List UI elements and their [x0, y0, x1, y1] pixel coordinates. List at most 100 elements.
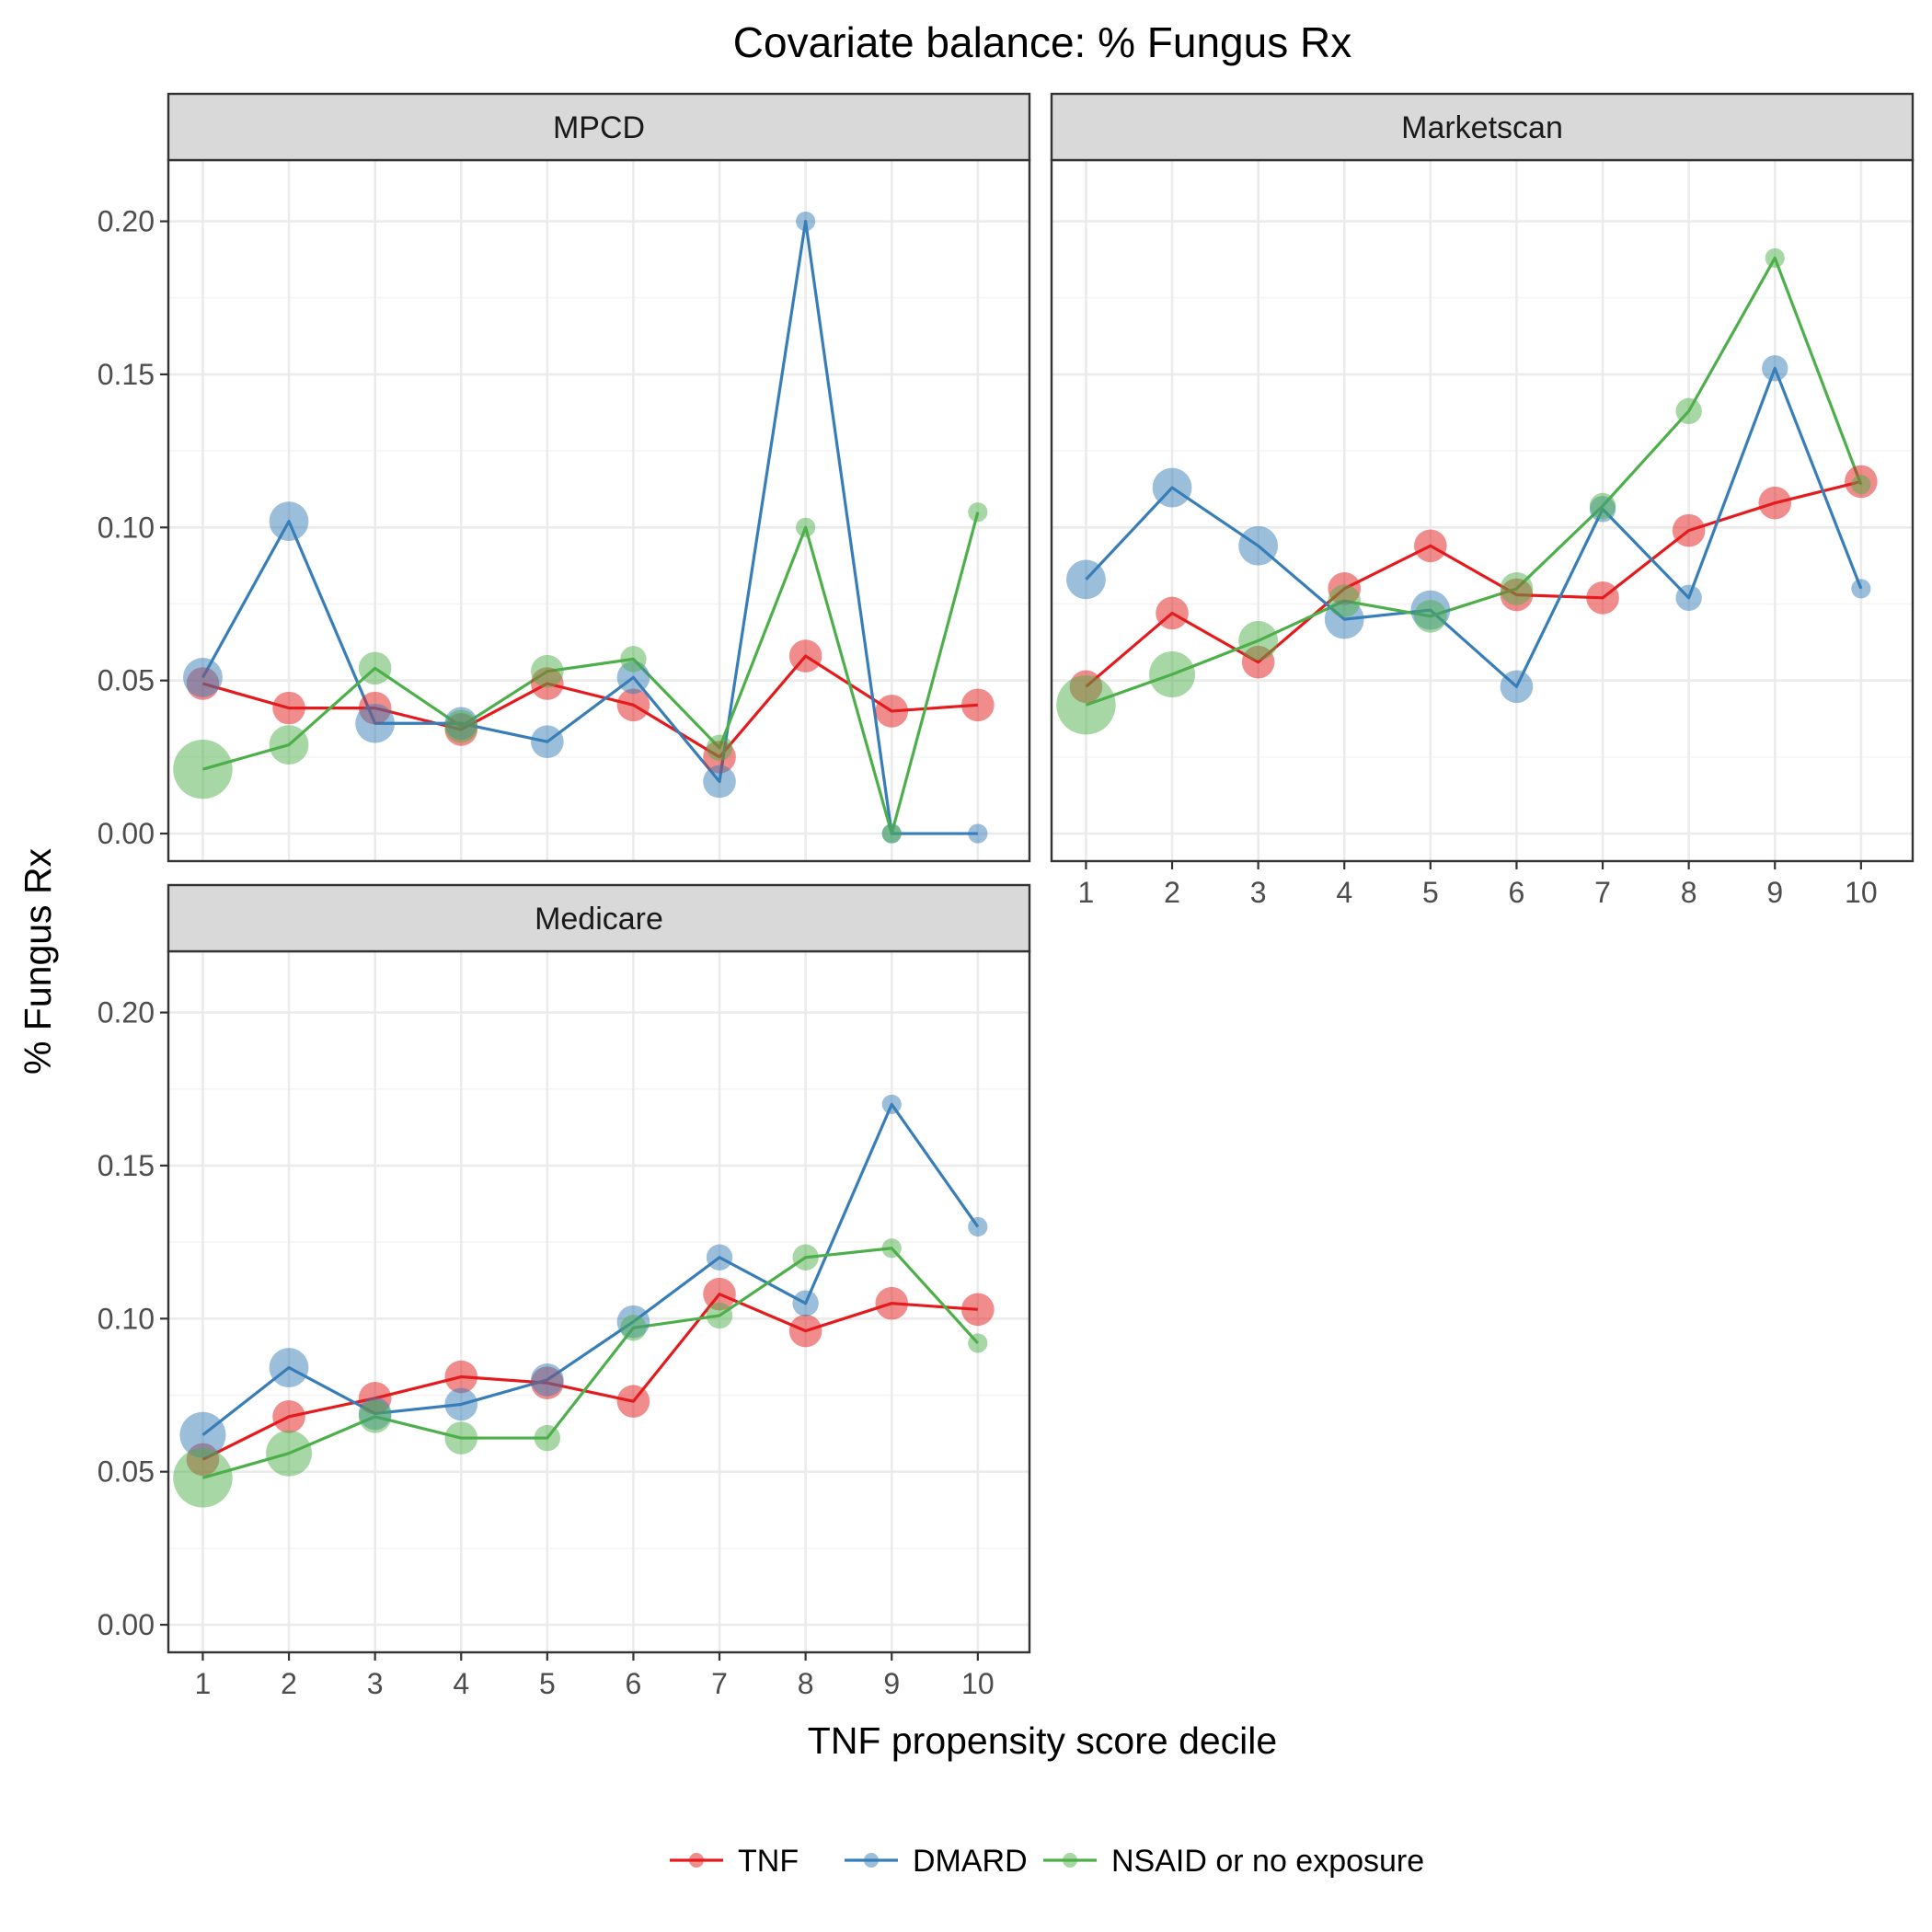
data-point-dmard — [792, 1290, 819, 1317]
data-point-tnf — [1414, 529, 1447, 563]
data-point-tnf — [444, 1360, 478, 1394]
legend: TNF DMARD NSAID or no exposure — [670, 1844, 1424, 1879]
strip-medicare — [167, 883, 1031, 953]
data-point-dmard — [1500, 670, 1534, 704]
data-point-nsaid-or-no-exposure — [266, 1430, 313, 1477]
x-tick-label: 7 — [711, 1667, 728, 1700]
legend-label: TNF — [738, 1844, 799, 1879]
x-tick-label: 10 — [961, 1667, 995, 1700]
legend-item-tnf: TNF — [670, 1844, 799, 1879]
x-axis-title: TNF propensity score decile — [808, 1719, 1277, 1762]
x-tick-label: 1 — [195, 1667, 212, 1700]
strip-mpcd — [167, 92, 1031, 162]
data-point-dmard — [269, 501, 309, 542]
y-tick-label: 0.15 — [98, 358, 155, 391]
data-point-tnf — [875, 1286, 909, 1320]
data-point-dmard — [444, 1387, 478, 1421]
data-point-tnf — [788, 639, 822, 673]
y-tick-label: 0.20 — [98, 205, 155, 238]
legend-item-nsaid-or-no-exposure: NSAID or no exposure — [1043, 1844, 1424, 1879]
data-point-nsaid-or-no-exposure — [444, 709, 478, 743]
legend-key-point — [689, 1853, 704, 1868]
data-point-dmard — [1851, 579, 1871, 599]
x-tick-label: 7 — [1594, 876, 1611, 909]
series-line-tnf — [201, 1293, 978, 1461]
data-point-nsaid-or-no-exposure — [1765, 247, 1785, 269]
data-point-tnf — [788, 1314, 822, 1348]
strip-label: Marketscan — [1401, 110, 1563, 145]
data-point-nsaid-or-no-exposure — [620, 1315, 647, 1341]
series-line-nsaid-or-no-exposure — [202, 512, 980, 835]
data-point-dmard — [1152, 467, 1192, 508]
x-tick-label: 6 — [1509, 876, 1525, 909]
y-tick-label: 0.05 — [98, 1455, 155, 1489]
data-point-dmard — [968, 1216, 988, 1237]
panel-medicare: Medicare 0.00 0.05 0.10 0.15 0.20 1 2 3 4 5 6 7 8 9 10 — [98, 883, 1031, 1700]
x-tick-label: 10 — [1845, 876, 1878, 909]
strip-marketscan — [1050, 92, 1915, 162]
data-point-nsaid-or-no-exposure — [1238, 621, 1279, 661]
data-point-nsaid-or-no-exposure — [1589, 492, 1616, 520]
data-point-dmard — [531, 1363, 564, 1397]
data-point-dmard — [183, 657, 223, 697]
data-point-tnf — [961, 1293, 995, 1327]
series-line-nsaid-or-no-exposure — [1085, 256, 1863, 707]
data-point-nsaid-or-no-exposure — [1149, 651, 1196, 698]
panel-marketscan: Marketscan 1 2 3 4 5 6 7 8 9 10 — [1050, 92, 1915, 909]
strip-label: Medicare — [535, 902, 663, 937]
y-tick-label: 0.05 — [98, 664, 155, 697]
data-point-nsaid-or-no-exposure — [1851, 475, 1871, 495]
data-point-dmard — [706, 1244, 733, 1271]
data-point-nsaid-or-no-exposure — [706, 1302, 733, 1329]
data-point-dmard — [881, 1094, 902, 1114]
x-tick-label: 2 — [1164, 876, 1180, 909]
y-tick-label: 0.10 — [98, 511, 155, 544]
x-tick-label: 5 — [539, 1667, 556, 1700]
data-point-nsaid-or-no-exposure — [881, 1238, 902, 1259]
data-point-dmard — [1675, 584, 1702, 612]
data-point-tnf — [272, 1399, 305, 1433]
data-point-dmard — [968, 823, 988, 844]
chart-title: Covariate balance: % Fungus Rx — [733, 18, 1351, 66]
series-line-dmard — [1085, 366, 1863, 688]
data-point-dmard — [531, 725, 564, 759]
legend-label: DMARD — [913, 1844, 1028, 1879]
legend-item-dmard: DMARD — [845, 1844, 1028, 1879]
x-tick-label: 6 — [626, 1667, 642, 1700]
legend-key-point — [864, 1853, 879, 1868]
data-point-tnf — [703, 1277, 736, 1311]
y-tick-label: 0.00 — [98, 1608, 155, 1641]
data-point-nsaid-or-no-exposure — [792, 1244, 819, 1271]
data-point-dmard — [355, 703, 396, 743]
data-point-nsaid-or-no-exposure — [1056, 675, 1116, 735]
y-tick-label: 0.10 — [98, 1302, 155, 1335]
data-point-tnf — [961, 688, 995, 722]
data-point-nsaid-or-no-exposure — [534, 1424, 561, 1452]
data-point-tnf — [616, 688, 650, 722]
y-axis-title: % Fungus Rx — [17, 847, 59, 1075]
data-point-dmard — [1066, 559, 1106, 600]
series-line-dmard — [201, 1102, 980, 1437]
data-point-tnf — [1758, 486, 1792, 520]
data-point-tnf — [1156, 596, 1189, 630]
data-point-dmard — [1762, 355, 1788, 382]
y-tick-label: 0.15 — [98, 1149, 155, 1182]
data-point-nsaid-or-no-exposure — [968, 502, 988, 523]
x-tick-label: 3 — [367, 1667, 384, 1700]
data-point-dmard — [616, 661, 650, 695]
legend-label: NSAID or no exposure — [1111, 1844, 1424, 1879]
data-point-nsaid-or-no-exposure — [358, 1399, 392, 1433]
x-tick-label: 9 — [883, 1667, 900, 1700]
data-point-nsaid-or-no-exposure — [706, 734, 733, 762]
data-point-nsaid-or-no-exposure — [620, 646, 647, 673]
panel-background — [168, 160, 1029, 861]
data-point-dmard — [269, 1348, 309, 1387]
data-point-tnf — [272, 691, 305, 725]
data-point-nsaid-or-no-exposure — [358, 651, 392, 685]
x-tick-label: 1 — [1078, 876, 1095, 909]
data-point-tnf — [616, 1385, 650, 1418]
x-tick-label: 2 — [281, 1667, 297, 1700]
x-tick-label: 3 — [1250, 876, 1267, 909]
series-line-tnf — [1085, 479, 1862, 688]
